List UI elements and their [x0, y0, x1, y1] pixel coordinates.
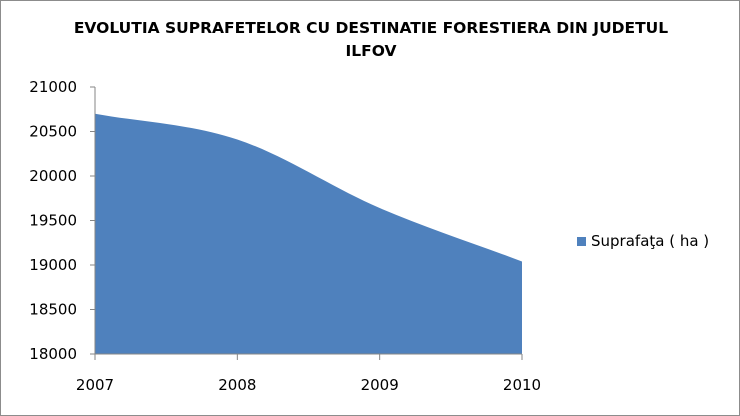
y-tick-label: 20500	[29, 123, 77, 141]
y-tick-label: 18500	[29, 301, 77, 319]
y-tick-label: 20000	[29, 167, 77, 185]
x-tick-label: 2007	[76, 376, 114, 394]
y-tick-label: 19000	[29, 256, 77, 274]
legend-swatch	[577, 236, 586, 246]
y-tick-label: 18000	[29, 345, 77, 363]
x-tick-label: 2008	[218, 376, 256, 394]
x-tick-label: 2010	[503, 376, 541, 394]
y-tick-label: 19500	[29, 212, 77, 230]
y-tick-label: 21000	[29, 78, 77, 96]
legend-label-suprafata: Suprafaţa ( ha )	[591, 232, 710, 250]
x-tick-label: 2009	[361, 376, 399, 394]
legend: Suprafaţa ( ha )	[577, 231, 709, 251]
area-series-suprafata	[95, 113, 522, 354]
chart-title: EVOLUTIA SUPRAFETELOR CU DESTINATIE FORE…	[73, 19, 669, 60]
